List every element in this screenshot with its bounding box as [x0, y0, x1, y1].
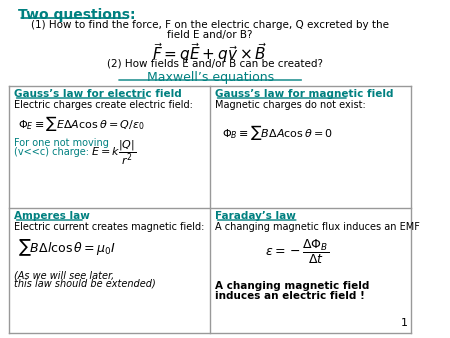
Text: field E and/or B?: field E and/or B? — [167, 30, 253, 40]
Text: Gauss’s law for magnetic field: Gauss’s law for magnetic field — [215, 89, 393, 99]
Text: Electric current creates magnetic field:: Electric current creates magnetic field: — [14, 222, 204, 232]
Text: Amperes law: Amperes law — [14, 211, 90, 221]
Text: $E = k\dfrac{|Q|}{r^2}$: $E = k\dfrac{|Q|}{r^2}$ — [91, 139, 137, 167]
Text: $\Phi_E \equiv \sum E\Delta A\cos\theta = Q/\varepsilon_0$: $\Phi_E \equiv \sum E\Delta A\cos\theta … — [18, 114, 145, 133]
Text: this law should be extended): this law should be extended) — [14, 279, 156, 289]
Text: Maxwell’s equations: Maxwell’s equations — [147, 71, 274, 84]
Text: (v<<c) charge:: (v<<c) charge: — [14, 147, 89, 157]
Text: 1: 1 — [401, 318, 408, 328]
Text: Two questions:: Two questions: — [18, 8, 136, 22]
Text: For one not moving: For one not moving — [14, 138, 108, 148]
Text: A changing magnetic field: A changing magnetic field — [215, 281, 369, 291]
Text: (As we will see later,: (As we will see later, — [14, 270, 114, 280]
Text: $\Phi_B \equiv \sum B\Delta A\cos\theta = 0$: $\Phi_B \equiv \sum B\Delta A\cos\theta … — [222, 123, 333, 142]
Text: Faraday’s law: Faraday’s law — [215, 211, 296, 221]
Text: (1) How to find the force, F on the electric charge, Q excreted by the: (1) How to find the force, F on the elec… — [31, 20, 389, 30]
Text: (2) How fields E and/or B can be created?: (2) How fields E and/or B can be created… — [107, 59, 323, 69]
Text: $\sum B\Delta l\cos\theta = \mu_0 I$: $\sum B\Delta l\cos\theta = \mu_0 I$ — [18, 237, 116, 258]
Text: $\vec{F} = q\vec{E} + q\vec{v} \times \vec{B}$: $\vec{F} = q\vec{E} + q\vec{v} \times \v… — [153, 41, 268, 65]
Text: Gauss’s law for electric field: Gauss’s law for electric field — [14, 89, 181, 99]
Text: Electric charges create electric field:: Electric charges create electric field: — [14, 100, 193, 110]
Text: Magnetic charges do not exist:: Magnetic charges do not exist: — [215, 100, 365, 110]
Text: $\varepsilon = -\dfrac{\Delta\Phi_B}{\Delta t}$: $\varepsilon = -\dfrac{\Delta\Phi_B}{\De… — [265, 238, 329, 266]
Text: induces an electric field !: induces an electric field ! — [215, 291, 364, 301]
Text: A changing magnetic flux induces an EMF: A changing magnetic flux induces an EMF — [215, 222, 419, 232]
